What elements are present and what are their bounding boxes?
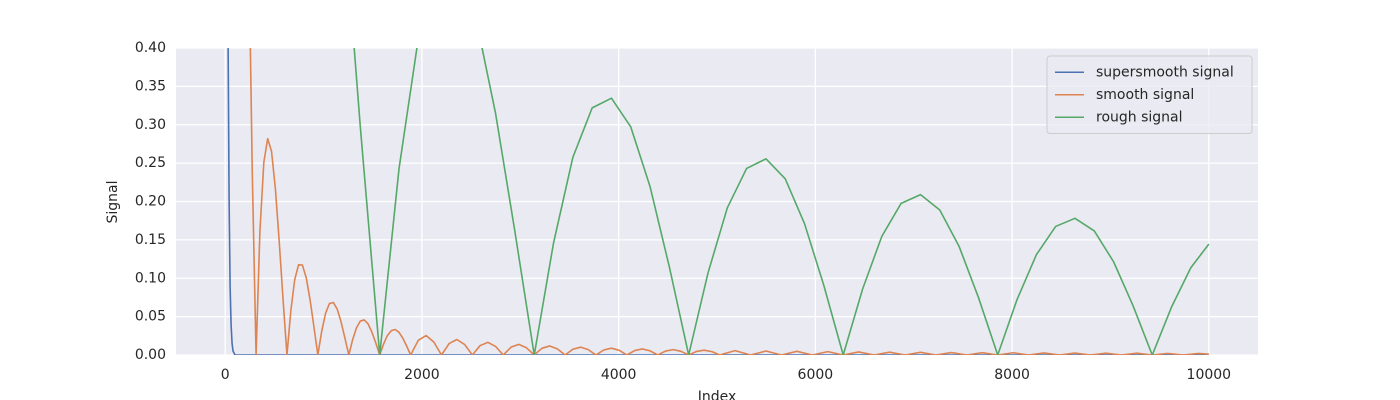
lines	[227, 48, 1210, 355]
y-tick-label: 0.35	[135, 78, 166, 94]
legend: supersmooth signal smooth signal rough sig…	[1046, 55, 1253, 134]
legend-label: rough signal	[1096, 109, 1183, 125]
x-tick-label: 4000	[601, 367, 637, 383]
legend-box	[1046, 55, 1253, 134]
x-tick-label: 8000	[994, 367, 1030, 383]
y-tick-label: 0.40	[135, 40, 166, 56]
legend-label: smooth signal	[1096, 87, 1194, 103]
x-tick-label: 2000	[404, 367, 440, 383]
ticks: 0 2000 4000 6000 8000 10000 0.00 0.05 0.10 0.15 0.…	[135, 40, 1231, 383]
legend-label: supersmooth signal	[1096, 64, 1234, 80]
y-tick-label: 0.10	[135, 270, 166, 286]
x-tick-label: 0	[221, 367, 230, 383]
series-line	[353, 48, 1210, 355]
y-tick-label: 0.05	[135, 309, 166, 325]
y-tick-label: 0.15	[135, 232, 166, 248]
y-axis-label: Signal	[105, 180, 121, 223]
x-tick-label: 6000	[798, 367, 834, 383]
x-tick-label: 10000	[1187, 367, 1232, 383]
x-axis-label: Index	[698, 389, 737, 400]
y-tick-label: 0.20	[135, 194, 166, 210]
series-line	[227, 48, 1209, 355]
y-tick-label: 0.00	[135, 347, 166, 363]
y-tick-label: 0.25	[135, 155, 166, 171]
y-tick-label: 0.30	[135, 117, 166, 133]
series-line	[249, 48, 1209, 355]
